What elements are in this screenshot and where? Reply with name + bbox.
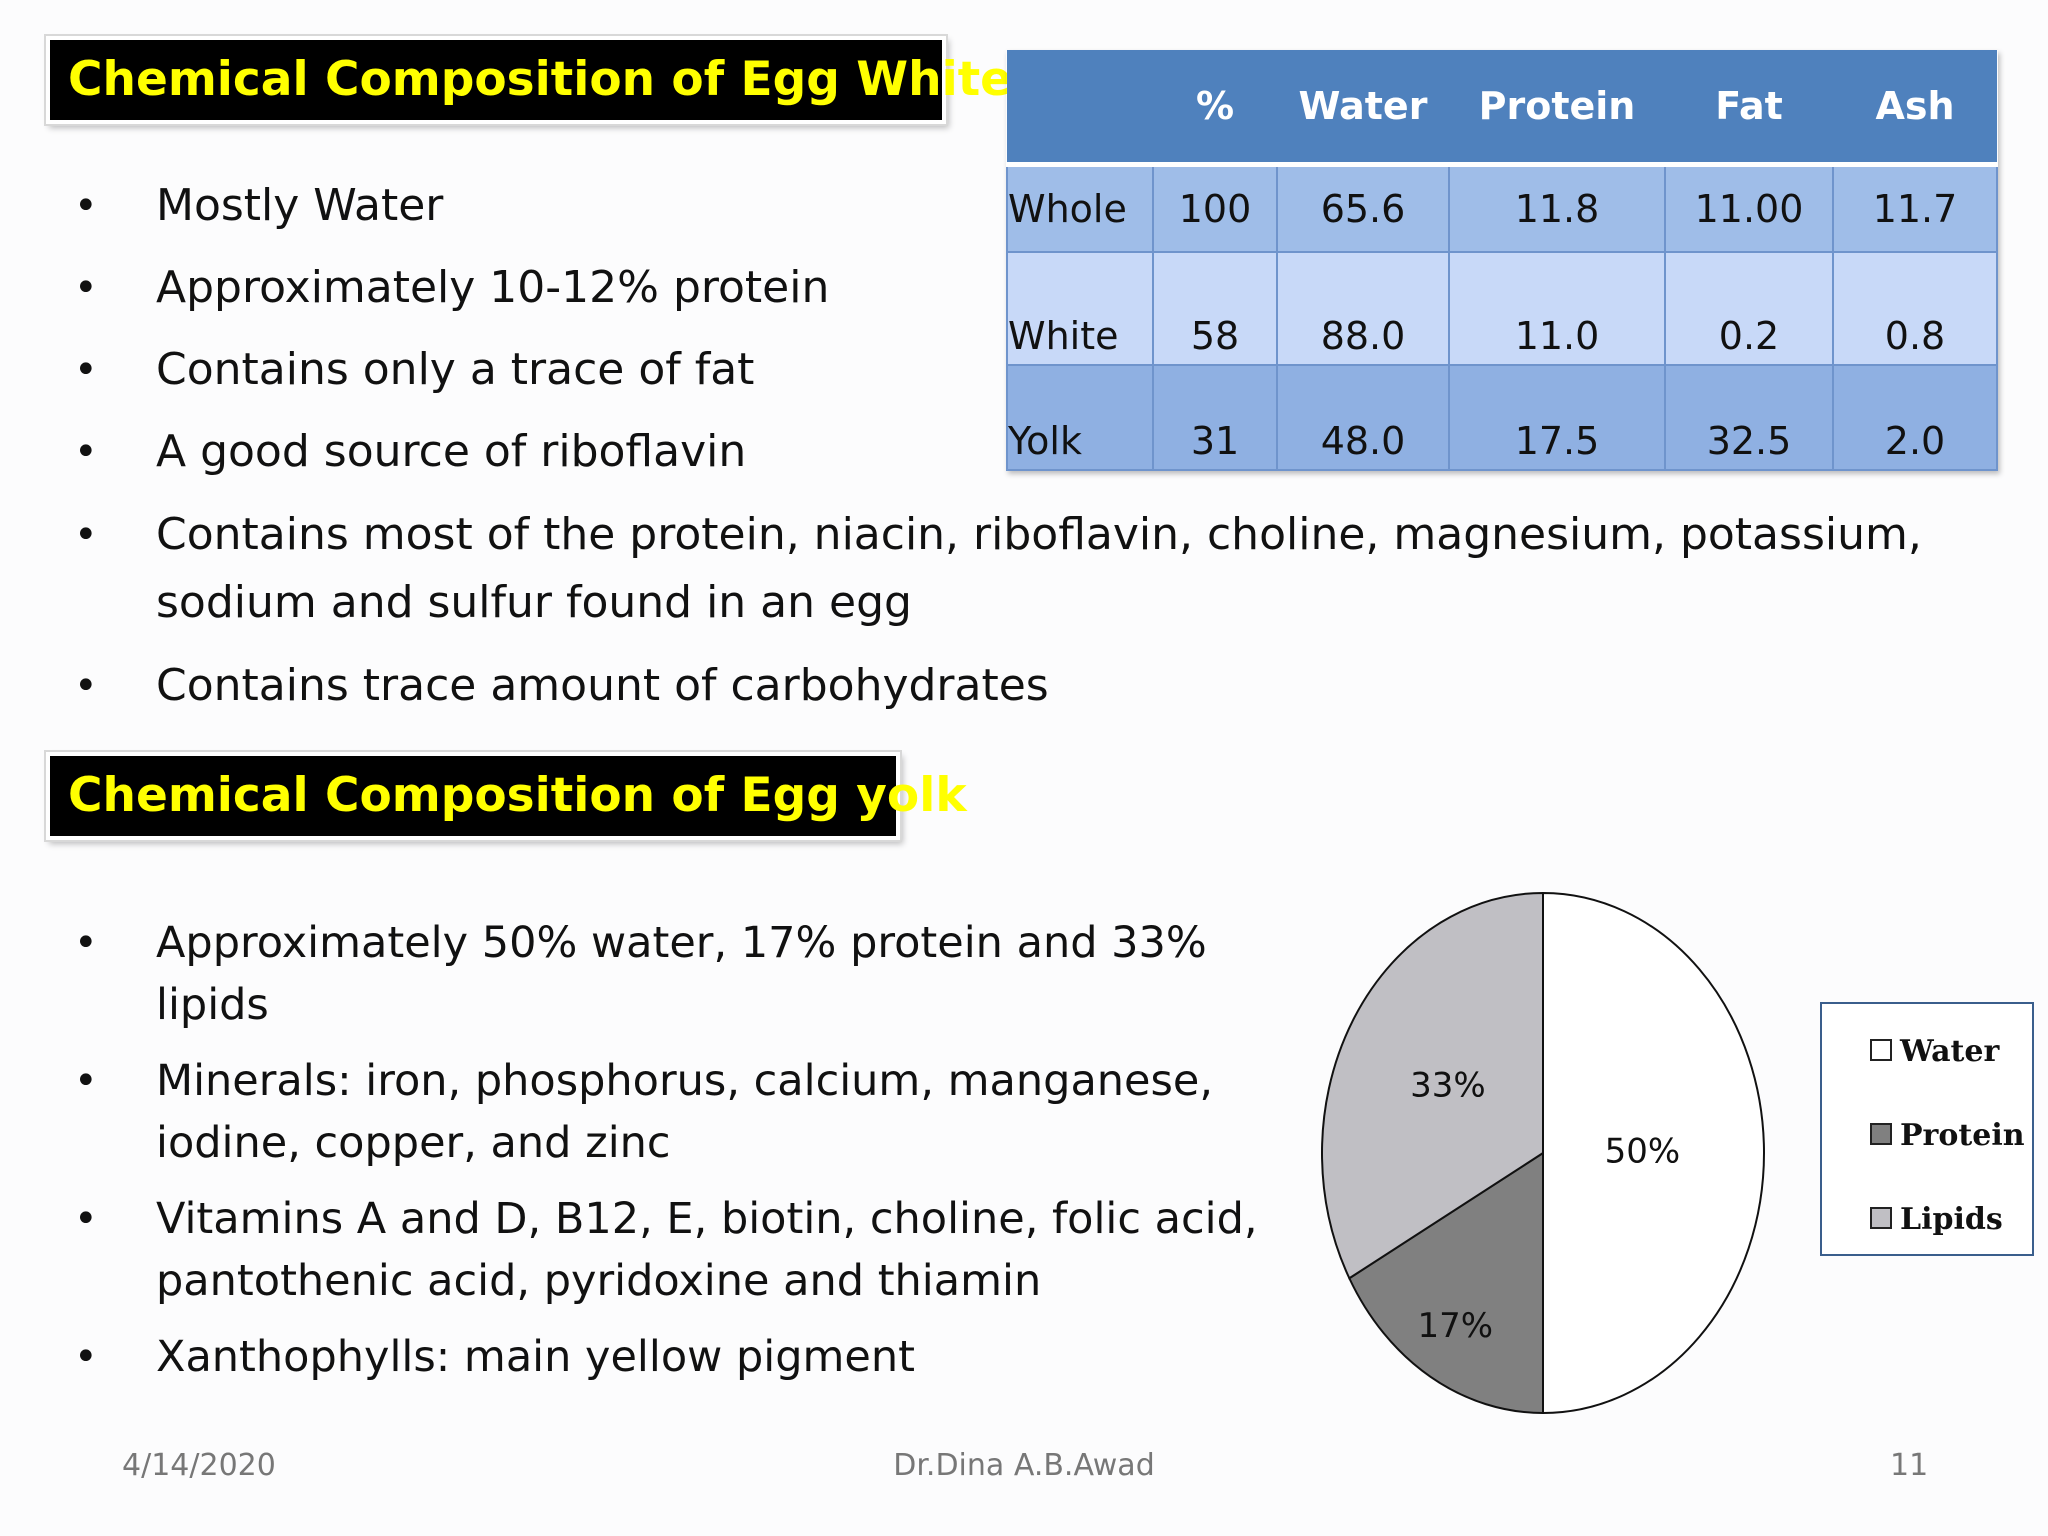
legend-swatch xyxy=(1870,1207,1892,1229)
table-header-cell: Ash xyxy=(1833,50,1997,167)
pie-data-label: 17% xyxy=(1417,1306,1493,1346)
table-cell: 31 xyxy=(1152,364,1278,471)
table-cell: 0.2 xyxy=(1664,251,1834,366)
bullet-item: Mostly Water xyxy=(52,165,2012,247)
egg-yolk-bullet-list: Approximately 50% water, 17% protein and… xyxy=(52,912,1282,1402)
legend-item-water: Water xyxy=(1870,1034,1999,1070)
table-header-cell: % xyxy=(1153,50,1277,167)
pie-legend: Water Protein Lipids xyxy=(1820,1002,2034,1256)
table-cell: 11.8 xyxy=(1448,163,1666,253)
bullet-item: Approximately 10-12% protein xyxy=(52,247,2012,329)
bullet-item: Xanthophylls: main yellow pigment xyxy=(52,1326,1282,1388)
bullet-item: Minerals: iron, phosphorus, calcium, man… xyxy=(52,1050,1282,1174)
table-cell: 17.5 xyxy=(1448,364,1666,471)
legend-swatch xyxy=(1870,1123,1892,1145)
yolk-composition-pie-chart: 50% 17% 33% xyxy=(1321,891,1765,1415)
table-header-cell: Water xyxy=(1277,50,1449,167)
table-cell: 11.7 xyxy=(1832,163,1998,253)
pie-data-label: 33% xyxy=(1410,1065,1486,1105)
table-cell: 11.00 xyxy=(1664,163,1834,253)
table-cell: 48.0 xyxy=(1276,364,1450,471)
table-cell: 88.0 xyxy=(1276,251,1450,366)
bullet-item: Contains trace amount of carbohydrates xyxy=(52,645,2012,727)
pie-slice-water xyxy=(1542,891,1765,1415)
table-cell: 0.8 xyxy=(1832,251,1998,366)
egg-yolk-title: Chemical Composition of Egg yolk xyxy=(46,752,967,840)
footer-author: Dr.Dina A.B.Awad xyxy=(893,1448,1155,1483)
bullet-item: Contains most of the protein, niacin, ri… xyxy=(52,493,2012,645)
table-cell: 11.0 xyxy=(1448,251,1666,366)
pie-data-label: 50% xyxy=(1605,1132,1681,1172)
bullet-item: Approximately 50% water, 17% protein and… xyxy=(52,912,1282,1036)
table-header-cell: Protein xyxy=(1449,50,1665,167)
table-row-label: Whole xyxy=(1006,163,1154,253)
table-row: Yolk 31 48.0 17.5 32.5 2.0 xyxy=(1006,364,1998,471)
bullet-item: Contains only a trace of fat xyxy=(52,329,2012,411)
table-cell: 58 xyxy=(1152,251,1278,366)
legend-label: Water xyxy=(1900,1034,2000,1069)
bullet-item: A good source of riboflavin xyxy=(52,411,2012,493)
composition-table: % Water Protein Fat Ash Whole 100 65.6 1… xyxy=(1006,50,1998,471)
legend-label: Lipids xyxy=(1900,1202,2003,1237)
footer-date: 4/14/2020 xyxy=(122,1448,276,1483)
table-header-cell xyxy=(1007,50,1153,167)
egg-white-title: Chemical Composition of Egg White xyxy=(46,36,1012,124)
table-row-label: Yolk xyxy=(1006,364,1154,471)
table-cell: 100 xyxy=(1152,163,1278,253)
table-header-cell: Fat xyxy=(1665,50,1833,167)
table-row: Whole 100 65.6 11.8 11.00 11.7 xyxy=(1006,163,1998,253)
pie-slice-lipids xyxy=(1321,891,1544,1280)
table-row: White 58 88.0 11.0 0.2 0.8 xyxy=(1006,251,1998,366)
pie-slice-protein xyxy=(1348,1151,1544,1415)
table-row-label: White xyxy=(1006,251,1154,366)
legend-swatch xyxy=(1870,1039,1892,1061)
table-cell: 2.0 xyxy=(1832,364,1998,471)
legend-item-lipids: Lipids xyxy=(1870,1202,2003,1238)
table-cell: 65.6 xyxy=(1276,163,1450,253)
table-cell: 32.5 xyxy=(1664,364,1834,471)
footer-page-number: 11 xyxy=(1890,1448,1929,1483)
legend-item-protein: Protein xyxy=(1870,1118,2025,1154)
legend-label: Protein xyxy=(1900,1118,2025,1153)
bullet-item: Vitamins A and D, B12, E, biotin, cholin… xyxy=(52,1188,1282,1312)
egg-white-bullet-list: Mostly Water Approximately 10-12% protei… xyxy=(52,165,2012,727)
